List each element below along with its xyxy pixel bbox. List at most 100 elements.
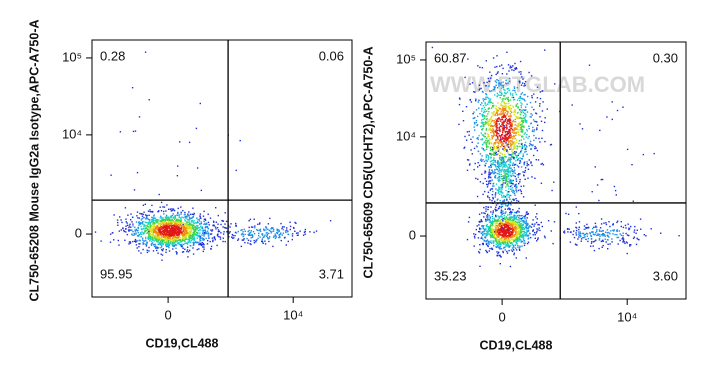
event-dot — [481, 107, 484, 110]
event-dot — [152, 244, 155, 246]
event-dot — [203, 220, 205, 222]
event-dot — [480, 138, 482, 141]
event-dot — [512, 136, 514, 138]
event-dot — [497, 176, 500, 178]
event-dot — [133, 234, 136, 236]
event-dot — [173, 239, 176, 241]
event-dot — [198, 243, 200, 246]
event-dot — [517, 128, 519, 131]
event-dot — [488, 118, 490, 121]
event-dot — [166, 219, 169, 221]
event-dot — [496, 220, 499, 223]
event-dot — [162, 243, 164, 246]
event-dot — [611, 241, 613, 243]
event-dot — [215, 207, 217, 209]
event-dot — [152, 217, 154, 219]
event-dot — [601, 246, 603, 248]
event-dot — [499, 82, 501, 85]
event-dot — [519, 134, 521, 136]
event-dot — [274, 233, 276, 235]
event-dot — [478, 220, 480, 223]
event-dot — [172, 248, 174, 250]
event-dot — [512, 105, 514, 107]
event-dot — [500, 140, 502, 142]
event-dot — [513, 219, 515, 221]
event-dot — [525, 121, 528, 123]
event-dot — [482, 100, 485, 102]
event-dot — [490, 160, 493, 162]
event-dot — [270, 228, 272, 230]
event-dot — [512, 174, 514, 176]
event-dot — [605, 231, 607, 233]
event-dot — [302, 234, 305, 236]
event-dot — [498, 178, 500, 180]
event-dot — [128, 241, 131, 243]
event-dot — [495, 240, 497, 242]
event-dot — [171, 214, 174, 217]
event-dot — [242, 233, 244, 235]
event-dot — [523, 240, 526, 242]
event-dot — [505, 102, 507, 105]
event-dot — [482, 105, 485, 107]
event-dot — [496, 230, 498, 232]
event-dot — [519, 145, 521, 148]
quadrant-percent: 0.06 — [319, 48, 344, 63]
event-dot — [521, 228, 523, 230]
event-dot — [509, 265, 512, 268]
event-dot — [501, 98, 503, 100]
event-dot — [530, 226, 533, 228]
event-dot — [506, 205, 509, 207]
event-dot — [504, 98, 506, 100]
event-dot — [524, 147, 526, 149]
event-dot — [499, 139, 501, 141]
event-dot — [218, 230, 221, 233]
event-dot — [497, 192, 499, 194]
event-dot — [508, 123, 510, 125]
event-dot — [264, 240, 266, 242]
event-dot — [500, 210, 502, 212]
event-dot — [488, 107, 491, 109]
event-dot — [525, 221, 527, 224]
event-dot — [503, 139, 505, 142]
event-dot — [267, 238, 269, 240]
event-dot — [496, 108, 498, 111]
event-dot — [492, 211, 494, 214]
event-dot — [228, 232, 231, 234]
event-dot — [222, 237, 224, 239]
event-dot — [219, 236, 222, 238]
event-dot — [190, 237, 192, 239]
event-dot — [505, 117, 507, 120]
event-dot — [182, 239, 184, 242]
event-dot — [261, 240, 263, 243]
event-dot — [508, 129, 511, 131]
event-dot — [484, 132, 486, 134]
event-dot — [635, 232, 637, 234]
event-dot — [152, 232, 155, 235]
event-dot — [503, 231, 505, 234]
event-dot — [515, 189, 517, 191]
event-dot — [173, 224, 175, 226]
event-dot — [578, 212, 580, 215]
event-dot — [164, 226, 166, 228]
event-dot — [492, 135, 494, 138]
event-dot — [505, 216, 507, 219]
event-dot — [541, 137, 543, 139]
event-dot — [279, 235, 281, 237]
event-dot — [491, 90, 493, 92]
event-dot — [474, 123, 476, 125]
event-dot — [189, 217, 191, 219]
event-dot — [163, 230, 165, 232]
event-dot — [484, 103, 486, 105]
event-dot — [224, 240, 226, 243]
event-dot — [514, 215, 516, 217]
event-dot — [171, 218, 173, 221]
event-dot — [504, 236, 506, 238]
event-dot — [602, 234, 605, 236]
event-dot — [510, 140, 512, 142]
event-dot — [151, 229, 153, 231]
event-dot — [145, 218, 147, 220]
event-dot — [506, 173, 509, 175]
event-dot — [179, 224, 181, 227]
event-dot — [478, 251, 480, 253]
event-dot — [172, 233, 174, 235]
